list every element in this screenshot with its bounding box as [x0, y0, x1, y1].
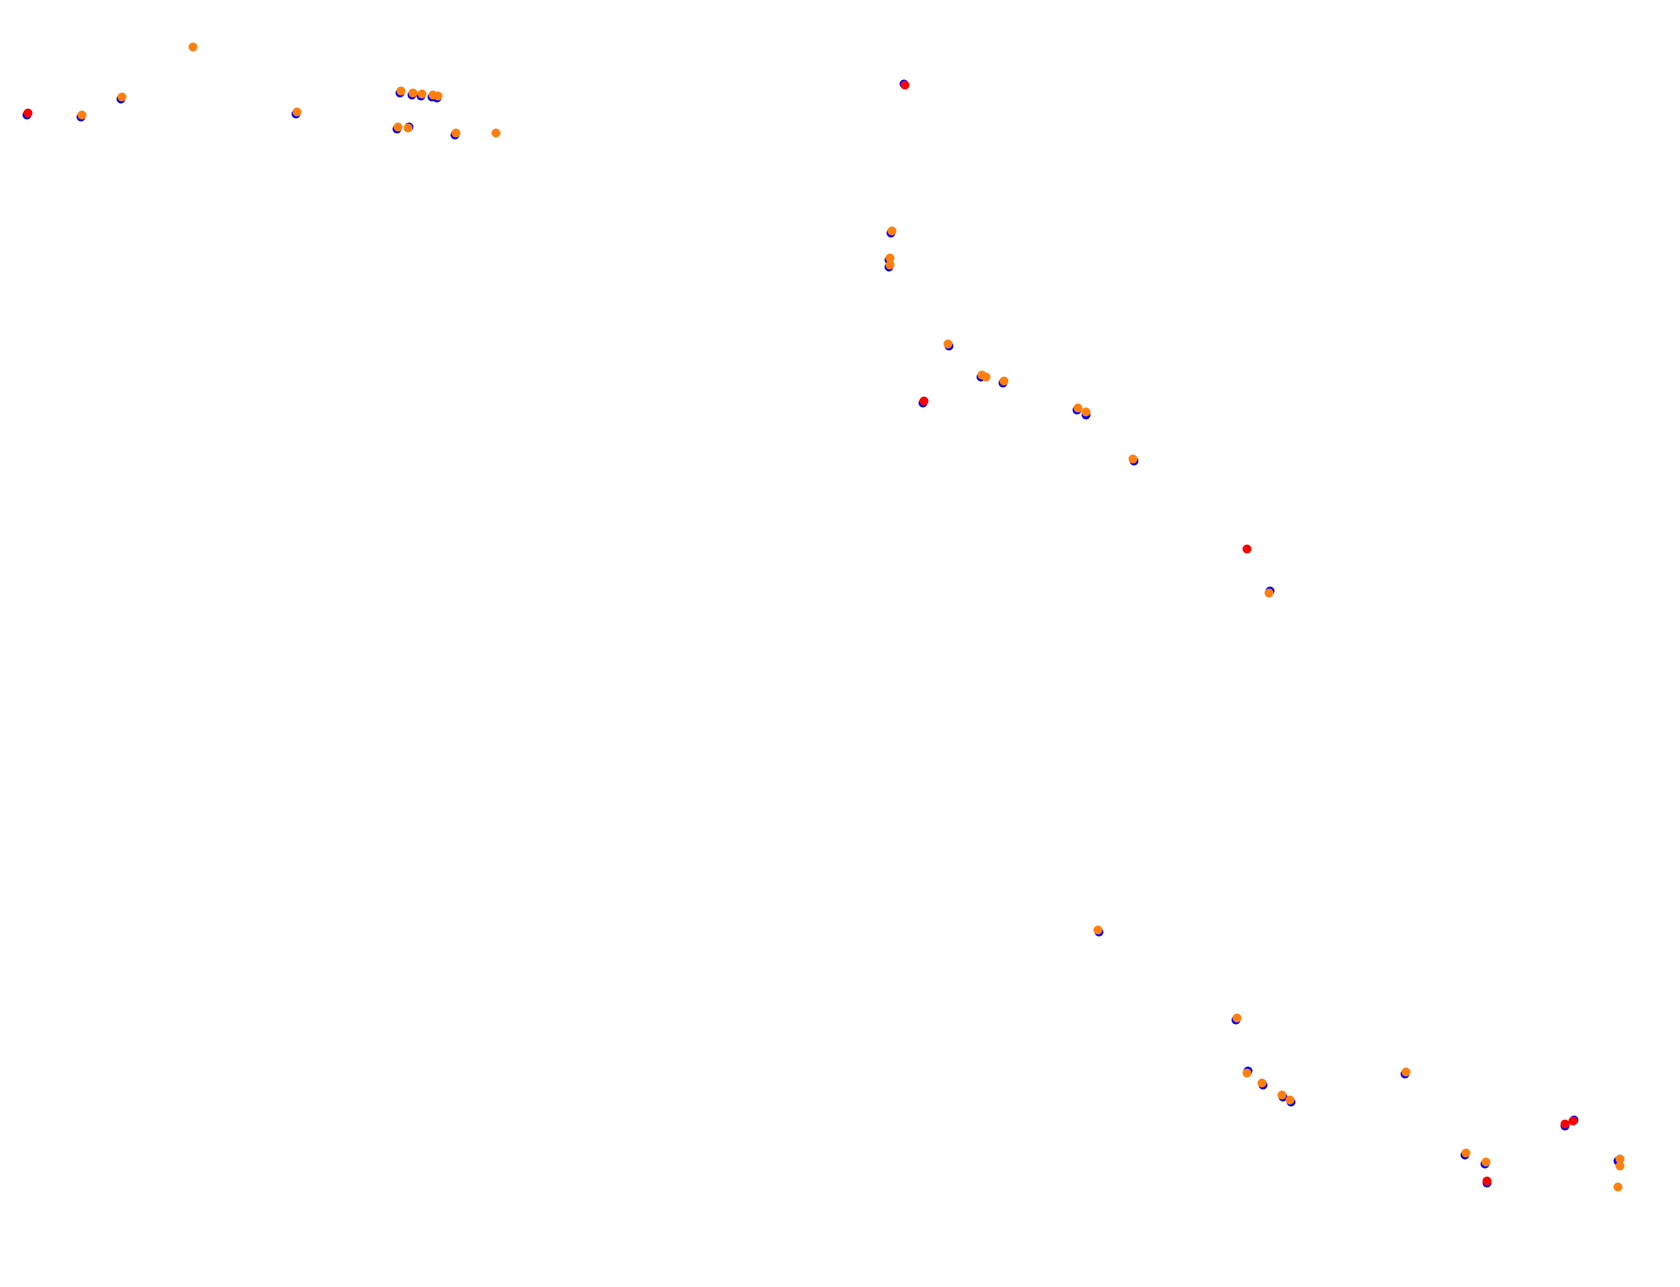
data-point-2-4	[1560, 1119, 1570, 1129]
data-point-1-35	[1613, 1182, 1623, 1192]
data-point-1-27	[1257, 1078, 1267, 1088]
data-point-1-33	[1615, 1154, 1625, 1164]
series-0	[22, 79, 1623, 1188]
data-point-1-5	[408, 88, 418, 98]
series-2	[23, 80, 1578, 1186]
data-point-1-8	[433, 91, 443, 101]
data-point-1-22	[1128, 454, 1138, 464]
data-point-2-2	[919, 396, 929, 406]
data-point-2-5	[1568, 1116, 1578, 1126]
data-point-1-24	[1093, 925, 1103, 935]
data-point-2-3	[1242, 544, 1252, 554]
data-point-1-6	[417, 89, 427, 99]
data-point-1-9	[393, 122, 403, 132]
data-point-1-29	[1285, 1095, 1295, 1105]
data-point-1-32	[1481, 1157, 1491, 1167]
data-point-1-3	[292, 107, 302, 117]
data-point-2-1	[900, 80, 910, 90]
data-point-1-20	[1073, 403, 1083, 413]
data-point-1-30	[1401, 1067, 1411, 1077]
data-point-1-13	[887, 226, 897, 236]
data-point-1-26	[1242, 1068, 1252, 1078]
data-point-1-23	[1264, 588, 1274, 598]
data-point-1-12	[491, 128, 501, 138]
data-point-1-34	[1615, 1161, 1625, 1171]
data-point-1-31	[1461, 1148, 1471, 1158]
data-point-1-28	[1277, 1090, 1287, 1100]
data-point-2-0	[23, 108, 33, 118]
data-point-2-6	[1482, 1176, 1492, 1186]
data-point-1-16	[943, 339, 953, 349]
data-point-1-1	[117, 92, 127, 102]
data-point-1-11	[451, 128, 461, 138]
data-point-1-21	[1081, 407, 1091, 417]
data-point-1-15	[885, 260, 895, 270]
data-point-1-10	[403, 123, 413, 133]
data-point-1-25	[1232, 1013, 1242, 1023]
data-point-1-2	[188, 42, 198, 52]
data-point-1-4	[396, 86, 406, 96]
series-1	[77, 42, 1625, 1192]
data-point-1-19	[999, 376, 1009, 386]
data-point-1-14	[885, 253, 895, 263]
data-point-1-0	[77, 110, 87, 120]
data-point-1-18	[981, 372, 991, 382]
